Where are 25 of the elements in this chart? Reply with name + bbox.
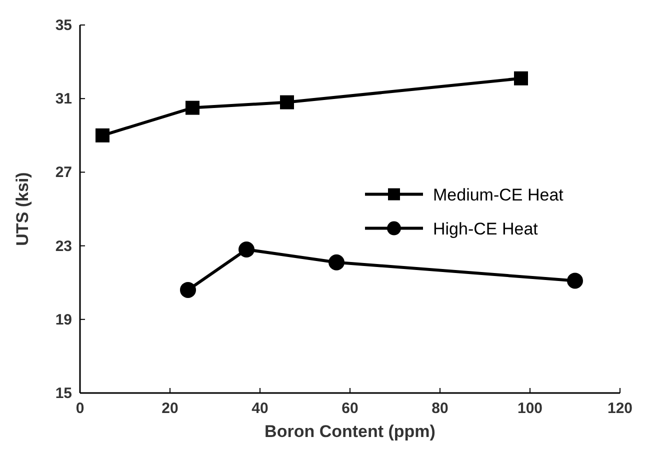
x-tick-label: 120 — [607, 400, 633, 417]
y-tick-label: 23 — [55, 238, 72, 255]
point — [238, 241, 254, 258]
y-tick-label: 27 — [55, 164, 72, 182]
x-tick-label: 60 — [342, 400, 358, 417]
point — [180, 282, 196, 298]
y-tick-label: 15 — [55, 385, 72, 402]
x-tick-label: 0 — [76, 400, 84, 417]
point — [567, 272, 583, 289]
x-tick-label: 40 — [252, 400, 268, 417]
y-axis-title: UTS (ksi) — [13, 172, 32, 246]
x-tick-label: 20 — [162, 400, 178, 417]
y-tick-label: 19 — [55, 311, 72, 328]
x-tick-label: 100 — [517, 400, 543, 417]
point — [328, 254, 344, 270]
point — [96, 128, 110, 142]
legend-label: Medium-CE Heat — [433, 185, 564, 204]
x-axis-title: Boron Content (ppm) — [264, 422, 436, 441]
point — [280, 95, 294, 110]
point — [186, 100, 200, 115]
y-tick-label: 35 — [55, 17, 72, 34]
y-tick-label: 31 — [55, 90, 72, 108]
x-tick-label: 80 — [432, 400, 448, 417]
legend-label: High-CE Heat — [433, 219, 538, 238]
point — [514, 71, 528, 86]
